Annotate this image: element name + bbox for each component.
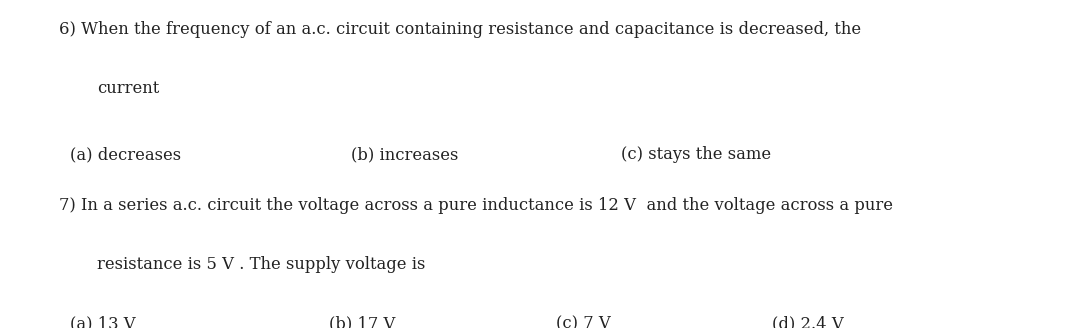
Text: (b) increases: (b) increases (351, 146, 458, 163)
Text: (c) 7 V: (c) 7 V (556, 315, 611, 328)
Text: (c) stays the same: (c) stays the same (621, 146, 771, 163)
Text: 6) When the frequency of an a.c. circuit containing resistance and capacitance i: 6) When the frequency of an a.c. circuit… (59, 21, 862, 38)
Text: (a) decreases: (a) decreases (70, 146, 181, 163)
Text: 7) In a series a.c. circuit the voltage across a pure inductance is 12 V  and th: 7) In a series a.c. circuit the voltage … (59, 197, 893, 214)
Text: resistance is 5 V . The supply voltage is: resistance is 5 V . The supply voltage i… (97, 256, 426, 273)
Text: (d) 2.4 V: (d) 2.4 V (772, 315, 843, 328)
Text: (b) 17 V: (b) 17 V (329, 315, 395, 328)
Text: current: current (97, 80, 160, 97)
Text: (a) 13 V: (a) 13 V (70, 315, 136, 328)
